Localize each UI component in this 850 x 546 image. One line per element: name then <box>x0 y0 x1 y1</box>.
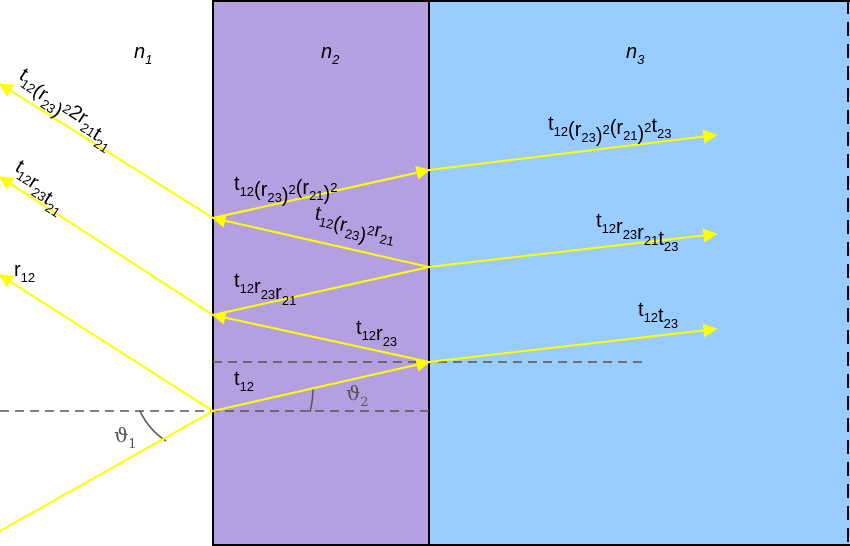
label-token: 21 <box>282 293 296 308</box>
reflected-ray-2 <box>0 176 214 316</box>
label-token: t <box>658 228 664 250</box>
label-token: t <box>313 202 323 225</box>
rays <box>0 83 718 532</box>
label-token: 12 <box>362 328 376 343</box>
label-token: r <box>373 219 384 242</box>
label-token: t <box>234 368 240 390</box>
label-token: 23 <box>581 130 595 145</box>
label-token: 2 <box>603 122 610 137</box>
reflected-ray-r12 <box>0 274 214 412</box>
label-inside-t12r23sq-r21sq: t12(r23)2(r21)2 <box>234 173 337 207</box>
theta1-label: ϑ1 <box>114 423 137 452</box>
label-token: 12 <box>602 221 616 236</box>
label-token: ) <box>324 183 331 205</box>
label-token: (r <box>296 177 310 199</box>
label-token: 23 <box>657 126 671 141</box>
label-token: 12 <box>240 281 254 296</box>
label-reflected-2: t12r23t21 <box>3 156 75 221</box>
medium-n2-region <box>213 0 429 546</box>
label-token: 2 <box>289 182 296 197</box>
label-token: 2 <box>366 223 376 239</box>
label-inside-t12r23: t12r23 <box>356 317 397 349</box>
label-token: 21 <box>644 233 658 248</box>
label-token: ) <box>596 125 603 147</box>
label-token: ) <box>357 224 368 247</box>
label-token: 12 <box>318 214 335 232</box>
label-token: 23 <box>29 184 49 204</box>
label-token: 21 <box>78 120 98 140</box>
label-reflected-3: t12(r23)22r21t21 <box>8 64 123 156</box>
label-token: (r <box>331 212 349 236</box>
reflected-ray-3 <box>0 83 214 219</box>
n2-label: n2 <box>321 41 340 67</box>
label-token: t <box>638 299 644 321</box>
internal-ray-3 <box>212 266 430 316</box>
medium-n3-region <box>429 0 850 546</box>
label-token: 23 <box>38 96 58 116</box>
label-inside-t12: t12 <box>234 368 254 394</box>
label-token: 23 <box>261 287 275 302</box>
label-token: 12 <box>240 379 254 394</box>
internal-ray-5 <box>212 165 431 219</box>
label-token: t <box>234 173 240 195</box>
label-transmitted-2: t12r23r21t23 <box>596 210 678 254</box>
label-token: 21 <box>43 200 63 220</box>
label-transmitted-1: t12t23 <box>638 299 678 331</box>
label-token: (r <box>610 117 624 139</box>
label-token: r <box>14 259 21 281</box>
label-token: 23 <box>623 227 637 242</box>
label-token: 23 <box>344 226 361 244</box>
label-reflected-1: r12 <box>14 259 35 285</box>
internal-ray-4 <box>211 213 430 268</box>
label-token: t <box>596 210 602 232</box>
label-token: t <box>548 113 554 135</box>
incident-ray <box>0 410 214 532</box>
label-transmitted-3: t12(r23)2(r21)2t23 <box>548 113 671 147</box>
label-token: 12 <box>14 168 34 188</box>
label-token: 23 <box>664 316 678 331</box>
label-inside-t12r23r21: t12r23r21 <box>234 270 296 308</box>
label-token: t <box>356 317 362 339</box>
label-token: r <box>616 216 623 238</box>
label-token: (r <box>568 119 582 141</box>
refracted-ray-1 <box>212 357 431 412</box>
label-token: r <box>637 222 644 244</box>
label-token: t <box>658 305 664 327</box>
label-token: 21 <box>91 136 111 156</box>
label-token: 2 <box>644 120 651 135</box>
label-token: r <box>254 276 261 298</box>
label-token: 23 <box>383 334 397 349</box>
label-token: 23 <box>267 190 281 205</box>
n1-label: n1 <box>134 41 152 67</box>
n3-label: n3 <box>626 41 645 67</box>
label-token: 12 <box>644 310 658 325</box>
label-token: 21 <box>378 231 395 249</box>
theta2-label: ϑ2 <box>346 381 369 410</box>
label-token: 12 <box>21 270 35 285</box>
label-token: r <box>376 323 383 345</box>
label-inside-t12r23sq-r21: t12(r23)2r21 <box>310 202 398 252</box>
label-token: 21 <box>623 128 637 143</box>
label-token: 2 <box>330 180 337 195</box>
label-token: 23 <box>664 239 678 254</box>
coefficient-labels: t12(r23)22r21t21 t12r23t21 r12 t12 t12r2… <box>3 64 678 394</box>
label-token: 12 <box>240 184 254 199</box>
transmitted-ray-1 <box>428 323 718 363</box>
label-token: 12 <box>554 124 568 139</box>
label-token: 12 <box>18 76 38 96</box>
transmitted-ray-3 <box>428 129 718 171</box>
internal-ray-2 <box>211 310 430 363</box>
label-token: t <box>234 270 240 292</box>
label-token: t <box>651 115 657 137</box>
transmitted-ray-2 <box>428 228 718 268</box>
label-token: 21 <box>309 188 323 203</box>
label-token: ) <box>638 123 645 145</box>
label-token: ) <box>282 185 289 207</box>
label-token: (r <box>254 179 268 201</box>
label-token: r <box>275 282 282 304</box>
theta1-arc <box>139 410 167 442</box>
